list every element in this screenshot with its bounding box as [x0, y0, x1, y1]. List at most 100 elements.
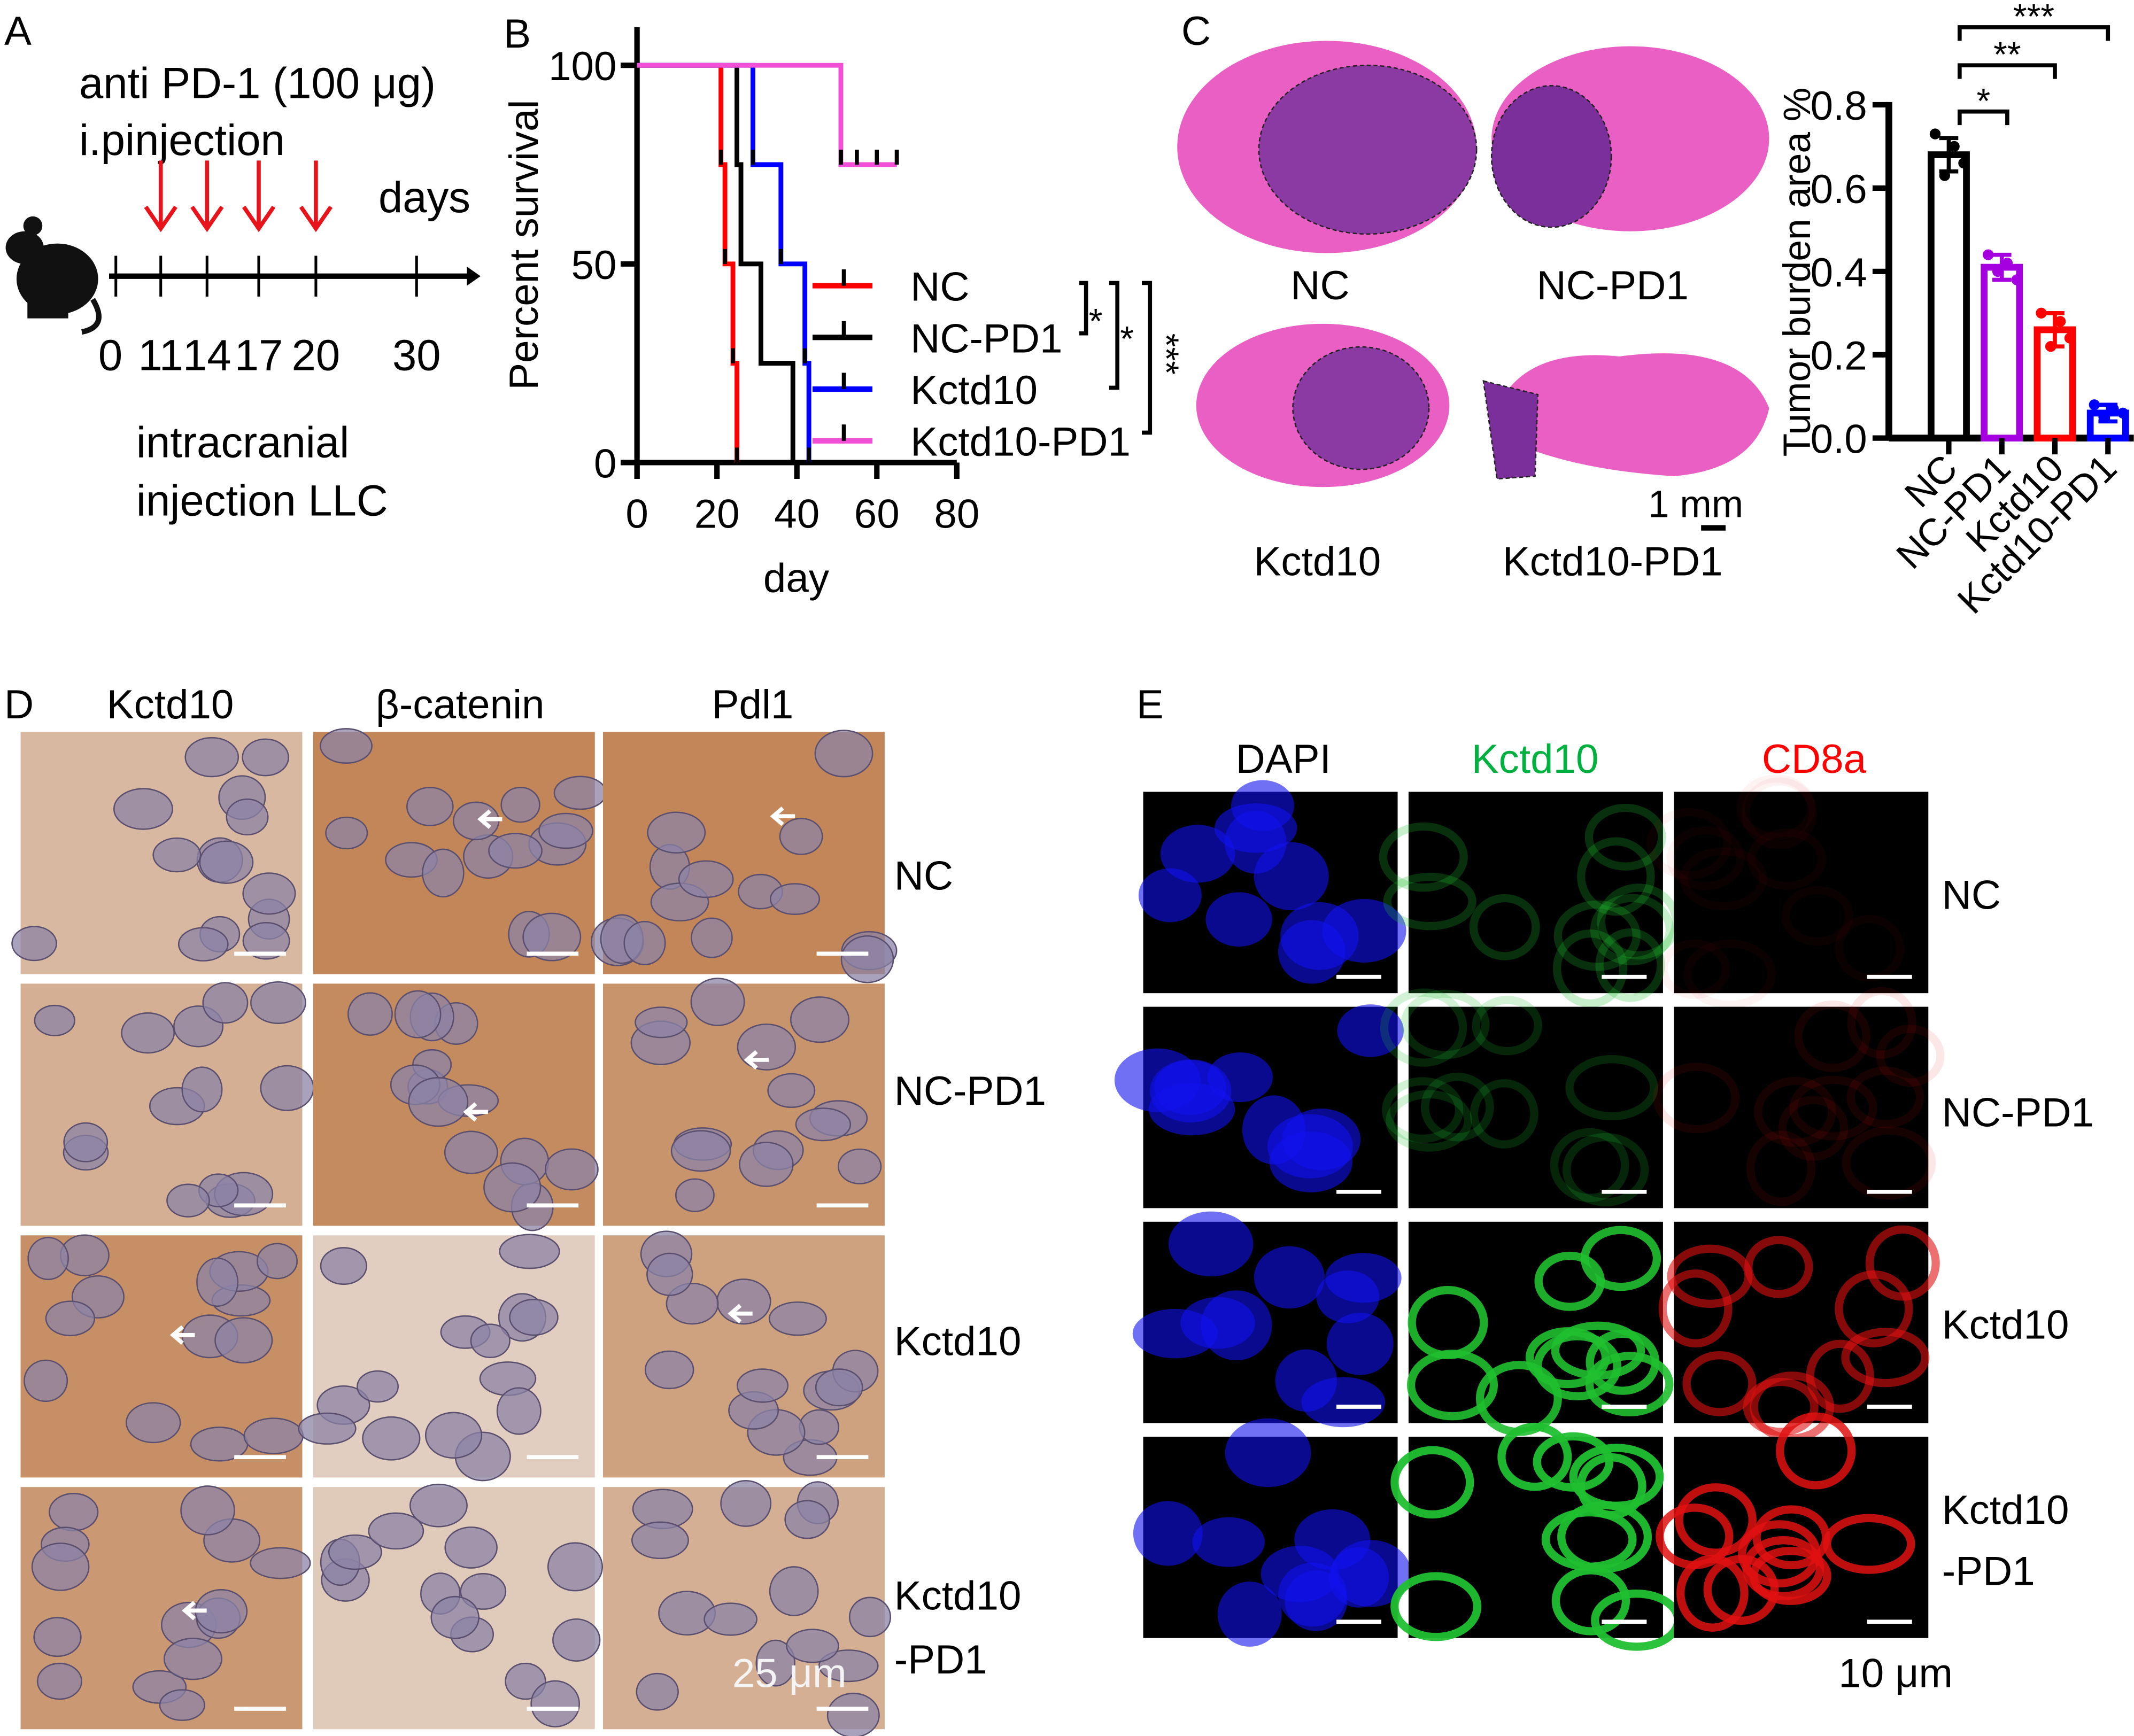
if-signal	[1823, 1514, 1915, 1574]
ihc-col-beta-catenin: β-catenin	[376, 682, 545, 727]
injection-text: i.pinjection	[79, 116, 285, 165]
if-signal	[1192, 1517, 1265, 1567]
data-point	[2011, 274, 2022, 285]
bar-y-label: Tumor burden area %	[1776, 88, 1819, 457]
ihc-row-kctd10-pd1-line1: Kctd10	[894, 1573, 1022, 1618]
red-arrowhead-icon	[144, 205, 177, 232]
nucleus	[394, 990, 442, 1038]
white-arrow-icon	[744, 1050, 769, 1070]
if-signal	[1585, 1352, 1674, 1416]
if-signal	[1280, 902, 1359, 970]
nucleus	[848, 1596, 892, 1638]
if-signal	[1794, 1000, 1870, 1072]
nucleus	[33, 1617, 82, 1657]
histology-kctd10	[1196, 323, 1450, 487]
ihc-row-kctd10: Kctd10	[894, 1319, 1022, 1364]
nucleus	[406, 787, 454, 826]
if-signal	[1747, 828, 1826, 890]
histology-nc	[1177, 41, 1478, 253]
y-tick-label: 0.6	[1811, 167, 1867, 212]
data-point	[2117, 407, 2129, 419]
histology-nc-pd1	[1490, 46, 1769, 231]
if-signal	[1160, 825, 1235, 883]
if-signal	[1658, 1269, 1733, 1347]
nucleus	[444, 1130, 498, 1174]
histology-label-kctd10: Kctd10	[1254, 539, 1381, 585]
if-signal	[1736, 774, 1815, 841]
nucleus	[409, 1483, 468, 1528]
y-tick-label: 0.4	[1811, 250, 1867, 296]
data-point	[2064, 332, 2076, 344]
if-image	[1408, 792, 1663, 994]
if-signal	[1743, 1378, 1819, 1436]
survival-curve-kctd10-pd1	[637, 63, 897, 167]
legend-label: Kctd10-PD1	[910, 420, 1131, 465]
nucleus	[553, 776, 607, 810]
nucleus	[545, 1148, 599, 1191]
survival-curve-nc-pd1	[637, 63, 795, 463]
if-signal	[1390, 1572, 1482, 1641]
panel-d: D Kctd10 β-catenin Pdl1 NC NC-PD1 Kctd10…	[4, 682, 1046, 1736]
nucleus	[430, 1595, 480, 1639]
if-signal	[1525, 1327, 1610, 1389]
nucleus	[320, 1247, 367, 1285]
if-signal	[1180, 1297, 1255, 1349]
nucleus	[357, 1370, 399, 1403]
if-signal	[1646, 808, 1732, 880]
if-signal	[1400, 989, 1490, 1059]
sig-bracket	[1109, 281, 1119, 390]
nucleus	[737, 1023, 797, 1071]
nucleus	[214, 1317, 273, 1363]
nucleus	[199, 840, 254, 884]
nucleus	[250, 981, 306, 1024]
if-signal	[1584, 803, 1666, 871]
y-tick-label: 0	[594, 441, 616, 486]
nucleus	[27, 1237, 69, 1281]
survival-x-label: day	[763, 555, 830, 601]
sig-bracket	[1958, 63, 2057, 79]
nucleus	[319, 728, 373, 764]
histology-label-nc-pd1: NC-PD1	[1537, 263, 1689, 308]
nucleus	[691, 917, 733, 958]
data-point	[2045, 340, 2056, 352]
if-grid	[1114, 774, 1945, 1651]
if-signal	[1595, 928, 1665, 1002]
nucleus	[779, 818, 823, 855]
if-signal	[1586, 1329, 1660, 1395]
nucleus	[509, 1298, 559, 1336]
survival-chart: 0 50 100 0 20 40 60 80 NC NC-PD1 Kctd10 Kctd10-PD1 *…	[548, 27, 1186, 537]
if-signal	[1835, 1270, 1913, 1347]
nucleus	[799, 1409, 839, 1445]
if-signal	[1590, 894, 1674, 966]
legend-label: NC-PD1	[910, 316, 1062, 361]
nucleus	[636, 1672, 679, 1711]
if-signal	[1550, 1128, 1629, 1203]
nucleus	[647, 811, 706, 854]
nucleus	[720, 1480, 772, 1527]
if-signal	[1746, 1130, 1816, 1206]
if-signal	[1675, 1483, 1757, 1557]
nucleus	[242, 738, 290, 777]
timeline-arrowhead	[467, 266, 481, 286]
injection-llc-text: injection LLC	[136, 477, 388, 525]
if-signal	[1331, 1540, 1411, 1607]
sig-label: *	[1976, 81, 1990, 121]
nucleus	[538, 812, 593, 849]
histology-label-kctd10-pd1: Kctd10-PD1	[1503, 539, 1723, 585]
nucleus	[166, 1183, 210, 1218]
nucleus	[45, 1300, 96, 1336]
nucleus	[826, 1692, 880, 1736]
nucleus	[328, 1534, 382, 1570]
nucleus	[483, 1162, 542, 1213]
if-signal	[1383, 872, 1476, 931]
ihc-col-kctd10: Kctd10	[107, 682, 234, 727]
nucleus	[547, 1542, 604, 1592]
panel-c: C NC NC-PD1 Kctd10 Kctd10-PD1 1 mm 0.0 0.…	[1177, 0, 2134, 622]
sig-bracket	[1958, 25, 2110, 41]
nucleus	[488, 833, 543, 869]
data-point	[1939, 170, 1950, 181]
if-col-dapi: DAPI	[1236, 737, 1331, 782]
nucleus	[49, 1493, 99, 1531]
if-signal	[1666, 826, 1745, 890]
if-signal	[1534, 1251, 1605, 1311]
